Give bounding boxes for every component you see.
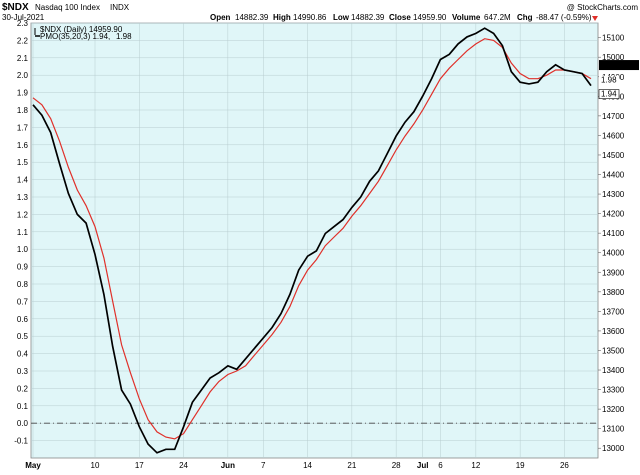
ohlc-readout: Open 14882.39 High 14990.86 Low 14882.39… xyxy=(210,13,598,22)
right-tick-label: 14000 xyxy=(602,249,625,258)
left-tick-label: 0.4 xyxy=(17,350,29,359)
left-tick-label: 0.2 xyxy=(17,384,29,393)
x-tick-label: 26 xyxy=(560,461,569,470)
legend-signal: 1.98 xyxy=(116,32,132,41)
down-triangle-icon xyxy=(592,16,598,21)
open-value: 14882.39 xyxy=(235,13,269,22)
legend: $NDX (Daily) 14959.90 PMO(35,20,3) 1.94,… xyxy=(34,25,132,41)
high-label: High xyxy=(273,13,291,22)
pmo-value-box xyxy=(598,89,620,99)
volume-value: 647.2M xyxy=(484,13,511,22)
left-tick-label: 1.5 xyxy=(17,158,29,167)
close-label: Close xyxy=(389,13,411,22)
symbol: $NDX xyxy=(2,2,29,13)
left-tick-label: 1.0 xyxy=(17,245,29,254)
left-tick-label: 1.2 xyxy=(17,210,29,219)
x-tick-label: 28 xyxy=(392,461,401,470)
grid-lines xyxy=(31,22,598,458)
x-tick-label: 12 xyxy=(471,461,480,470)
volume-label: Volume xyxy=(452,13,481,22)
x-tick-label: 7 xyxy=(261,461,266,470)
right-tick-label: 13100 xyxy=(602,425,625,434)
left-tick-label: 1.8 xyxy=(17,106,29,115)
right-tick-label: 15100 xyxy=(602,34,625,43)
last-value-labels: 14959.90 1.98 1.94 xyxy=(598,60,639,99)
left-axis: -0.1 0.0 0.1 0.2 0.3 0.4 0.5 0.6 0.7 0.8 0.9 1.0 1.1… xyxy=(14,19,28,446)
right-tick-label: 13000 xyxy=(602,444,625,453)
x-tick-label: 6 xyxy=(438,461,443,470)
pmo-signal-line xyxy=(32,38,592,440)
right-tick-label: 14100 xyxy=(602,229,625,238)
x-tick-label: Jun xyxy=(221,461,235,470)
right-tick-label: 14600 xyxy=(602,131,625,140)
right-tick-label: 13700 xyxy=(602,307,625,316)
right-tick-label: 14200 xyxy=(602,210,625,219)
left-tick-label: 2.2 xyxy=(17,36,29,45)
left-tick-label: 0.3 xyxy=(17,367,29,376)
x-tick-label: 14 xyxy=(303,461,312,470)
right-tick-label: 13200 xyxy=(602,405,625,414)
pmo-line xyxy=(32,27,592,454)
left-tick-label: 0.5 xyxy=(17,332,29,341)
right-axis: 13000 13100 13200 13300 13400 13500 13600 13700… xyxy=(598,34,625,453)
left-tick-label: 1.9 xyxy=(17,89,29,98)
right-tick-label: 15000 xyxy=(602,53,625,62)
right-tick-label: 13800 xyxy=(602,288,625,297)
right-tick-label: 14700 xyxy=(602,112,625,121)
right-tick-label: 14500 xyxy=(602,151,625,160)
x-tick-label: 17 xyxy=(135,461,144,470)
left-tick-label: 0.9 xyxy=(17,263,29,272)
signal-value-box xyxy=(599,75,619,85)
left-tick-label: 1.6 xyxy=(17,141,29,150)
right-tick-label: 14300 xyxy=(602,190,625,199)
left-tick-label: -0.1 xyxy=(14,437,28,446)
left-tick-label: 1.4 xyxy=(17,176,29,185)
chg-value: -88.47 (-0.59%) xyxy=(536,13,592,22)
left-tick-label: 0.1 xyxy=(17,402,29,411)
x-tick-label: 24 xyxy=(179,461,188,470)
x-tick-label: 21 xyxy=(347,461,356,470)
legend-price: $NDX (Daily) 14959.90 xyxy=(40,25,123,34)
left-tick-label: 2.1 xyxy=(17,54,29,63)
index-name: Nasdaq 100 Index xyxy=(35,3,100,12)
close-value: 14959.90 xyxy=(413,13,447,22)
low-value: 14882.39 xyxy=(351,13,385,22)
high-value: 14990.86 xyxy=(293,13,327,22)
last-price-label: 14959.90 xyxy=(601,61,635,70)
x-tick-label: Jul xyxy=(417,461,429,470)
open-label: Open xyxy=(210,13,231,22)
left-tick-label: 2.3 xyxy=(17,19,29,28)
last-price-box xyxy=(599,60,639,71)
right-tick-label: 13500 xyxy=(602,346,625,355)
chart-date: 30-Jul-2021 xyxy=(2,13,45,22)
left-tick-label: 1.7 xyxy=(17,123,29,132)
legend-pmo: PMO(35,20,3) 1.94, xyxy=(40,32,110,41)
left-tick-label: 0.7 xyxy=(17,297,29,306)
left-tick-label: 2.0 xyxy=(17,71,29,80)
plot-area xyxy=(30,22,599,459)
right-tick-label: 14400 xyxy=(602,171,625,180)
source-credit: @ StockCharts.com xyxy=(567,3,639,12)
left-tick-label: 1.1 xyxy=(17,228,29,237)
signal-value-label: 1.98 xyxy=(601,76,617,85)
right-tick-label: 13400 xyxy=(602,366,625,375)
left-tick-label: 1.3 xyxy=(17,193,29,202)
exchange: INDX xyxy=(110,3,130,12)
left-tick-label: 0.6 xyxy=(17,315,29,324)
x-axis: May 10 17 24 Jun 7 14 21 28 Jul 6 12 19 26 xyxy=(25,461,569,470)
chg-label: Chg xyxy=(517,13,533,22)
right-tick-label: 13600 xyxy=(602,327,625,336)
pmo-value-label: 1.94 xyxy=(601,90,617,99)
right-tick-label: 13900 xyxy=(602,268,625,277)
x-tick-label: May xyxy=(25,461,41,470)
low-label: Low xyxy=(333,13,350,22)
right-tick-label: 13300 xyxy=(602,386,625,395)
left-tick-label: 0.8 xyxy=(17,280,29,289)
x-tick-label: 19 xyxy=(516,461,525,470)
left-tick-label: 0.0 xyxy=(17,419,29,428)
x-tick-label: 10 xyxy=(91,461,100,470)
